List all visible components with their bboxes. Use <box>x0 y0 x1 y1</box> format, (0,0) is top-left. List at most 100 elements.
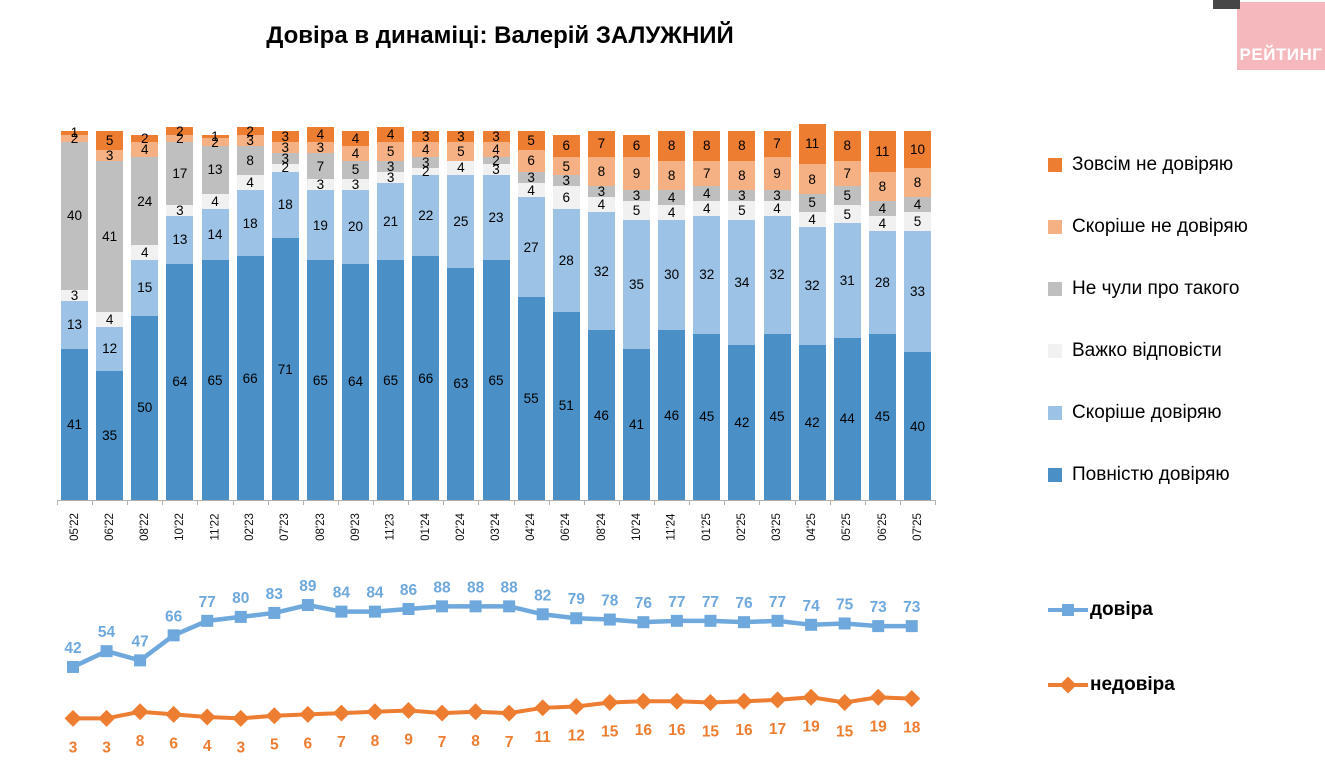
tick <box>232 500 234 505</box>
bar-value: 13 <box>172 232 188 248</box>
x-axis-label: 11'24 <box>665 513 678 541</box>
bar-value: 3 <box>105 147 114 163</box>
bar-segment-full-distrust: 5 <box>517 131 545 150</box>
diamond-marker <box>98 709 116 727</box>
line-value: 6 <box>169 735 178 752</box>
square-marker <box>503 600 516 613</box>
x-axis-label: 02'25 <box>735 513 748 541</box>
bar-stack: 35 12 4 41 3 5 <box>96 131 124 500</box>
x-axis-label: 10'24 <box>630 513 643 541</box>
bar-value: 40 <box>67 208 83 224</box>
bar-segment-full-trust: 65 <box>377 260 405 500</box>
bar-value: 3 <box>492 129 500 145</box>
diamond-marker <box>366 703 384 721</box>
tick <box>337 500 339 505</box>
bar-segment-hard-to-answer: 2 <box>412 165 440 178</box>
bar-value: 5 <box>632 202 641 218</box>
diamond-marker <box>836 694 854 712</box>
line-value: 75 <box>836 596 854 613</box>
bar-value: 45 <box>874 409 890 425</box>
x-axis-ticks <box>57 500 936 505</box>
bar-value: 4 <box>878 201 887 217</box>
bar-segment-rather-trust: 35 <box>623 219 651 349</box>
bar-segment-full-trust: 45 <box>763 333 791 500</box>
bar-segment-not-heard: 4 <box>658 190 686 205</box>
tick <box>864 500 866 505</box>
bar-column: 64 20 3 5 4 4 <box>338 120 373 500</box>
trust-line <box>72 602 912 669</box>
tick <box>654 500 656 505</box>
square-marker <box>301 599 314 612</box>
bar-value: 3 <box>422 154 430 170</box>
bar-value: 5 <box>843 188 852 204</box>
bar-value: 2 <box>211 134 219 150</box>
bar-segment-full-distrust: 1 <box>61 126 89 140</box>
bar-value: 4 <box>527 182 535 198</box>
diamond-marker <box>534 699 552 717</box>
square-marker <box>603 613 616 626</box>
line-value: 47 <box>131 633 148 650</box>
bar-segment-rather-distrust: 3 <box>271 140 299 156</box>
square-marker <box>805 618 818 631</box>
bar-segment-rather-trust: 13 <box>61 300 89 349</box>
bar-segment-full-distrust: 8 <box>693 131 721 161</box>
bar-value: 22 <box>418 208 434 224</box>
bar-value: 10 <box>910 141 926 157</box>
x-axis-label: 08'23 <box>314 513 327 541</box>
bar-value: 4 <box>808 212 816 228</box>
bar-value: 3 <box>281 151 290 167</box>
bar-segment-full-trust: 41 <box>61 348 89 500</box>
bar-value: 41 <box>629 416 645 432</box>
x-axis-label: 11'22 <box>209 513 222 541</box>
bar-value: 4 <box>597 197 606 213</box>
bar-value: 11 <box>805 136 820 152</box>
bar-segment-full-trust: 66 <box>236 256 264 500</box>
x-axis-label: 07'23 <box>279 513 292 541</box>
bar-column: 55 27 4 3 6 5 <box>514 120 549 500</box>
diamond-marker <box>735 692 753 710</box>
bar-segment-full-distrust: 2 <box>236 124 264 138</box>
bar-value: 27 <box>523 239 539 255</box>
bar-stack: 46 32 4 3 8 7 <box>587 131 615 500</box>
line-value: 7 <box>505 734 514 751</box>
line-value: 82 <box>534 587 551 604</box>
bar-value: 3 <box>281 140 290 156</box>
legend-item-full-distrust: Зовсім не довіряю <box>1048 153 1248 177</box>
line-value: 42 <box>64 640 81 657</box>
line-value: 8 <box>136 733 145 750</box>
bar-segment-rather-trust: 14 <box>201 208 229 261</box>
line-value: 78 <box>601 593 619 610</box>
diamond-marker <box>64 709 82 727</box>
bar-segment-full-trust: 55 <box>517 297 545 500</box>
line-value: 66 <box>165 608 183 625</box>
bar-segment-rather-trust: 18 <box>236 190 264 257</box>
rather-distrust-swatch <box>1048 220 1062 234</box>
bar-segment-hard-to-answer: 3 <box>342 178 370 191</box>
line-value: 17 <box>769 721 786 738</box>
x-axis-label: 06'25 <box>876 513 889 541</box>
bar-segment-not-heard: 5 <box>798 193 826 213</box>
bar-segment-rather-trust: 28 <box>552 208 580 312</box>
line-value: 15 <box>702 724 720 741</box>
not-heard-swatch <box>1048 282 1062 296</box>
bar-value: 40 <box>910 418 926 434</box>
bar-value: 7 <box>773 136 781 152</box>
bar-segment-hard-to-answer: 3 <box>166 204 194 217</box>
bar-segment-hard-to-answer: 5 <box>833 204 861 224</box>
legend-label: Зовсім не довіряю <box>1072 154 1234 175</box>
bar-segment-not-heard: 8 <box>236 145 264 176</box>
x-axis-label: 01'24 <box>419 513 432 541</box>
legend-item-not-heard: Не чули про такого <box>1048 277 1248 301</box>
x-axis-label: 08'22 <box>138 513 151 541</box>
square-marker <box>570 612 583 625</box>
bar-stack: 41 13 3 40 2 1 <box>61 126 89 500</box>
line-value: 15 <box>601 724 619 741</box>
bar-column: 41 13 3 40 2 1 <box>57 120 92 500</box>
bar-column: 65 19 3 7 3 4 <box>303 120 338 500</box>
tick <box>829 500 831 505</box>
bar-column: 51 28 6 3 5 6 <box>549 120 584 500</box>
bar-value: 65 <box>488 372 504 388</box>
diamond-marker <box>500 704 518 722</box>
bar-value: 25 <box>453 213 469 229</box>
x-axis-label: 03'25 <box>771 513 784 541</box>
